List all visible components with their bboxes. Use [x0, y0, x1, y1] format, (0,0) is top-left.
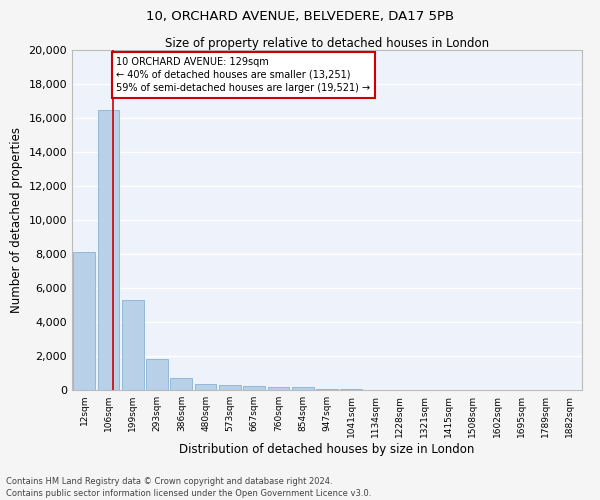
Bar	[243, 386, 265, 390]
Bar	[292, 388, 314, 390]
Y-axis label: Number of detached properties: Number of detached properties	[10, 127, 23, 313]
Bar	[73, 252, 95, 390]
Text: 10 ORCHARD AVENUE: 129sqm
← 40% of detached houses are smaller (13,251)
59% of s: 10 ORCHARD AVENUE: 129sqm ← 40% of detac…	[116, 57, 371, 93]
Bar	[194, 384, 217, 390]
Text: 10, ORCHARD AVENUE, BELVEDERE, DA17 5PB: 10, ORCHARD AVENUE, BELVEDERE, DA17 5PB	[146, 10, 454, 23]
Bar	[97, 110, 119, 390]
Bar	[146, 358, 168, 390]
Bar	[170, 378, 192, 390]
Bar	[122, 300, 143, 390]
X-axis label: Distribution of detached houses by size in London: Distribution of detached houses by size …	[179, 442, 475, 456]
Bar	[316, 389, 338, 390]
Bar	[219, 385, 241, 390]
Title: Size of property relative to detached houses in London: Size of property relative to detached ho…	[165, 37, 489, 50]
Bar	[268, 387, 289, 390]
Text: Contains HM Land Registry data © Crown copyright and database right 2024.
Contai: Contains HM Land Registry data © Crown c…	[6, 476, 371, 498]
